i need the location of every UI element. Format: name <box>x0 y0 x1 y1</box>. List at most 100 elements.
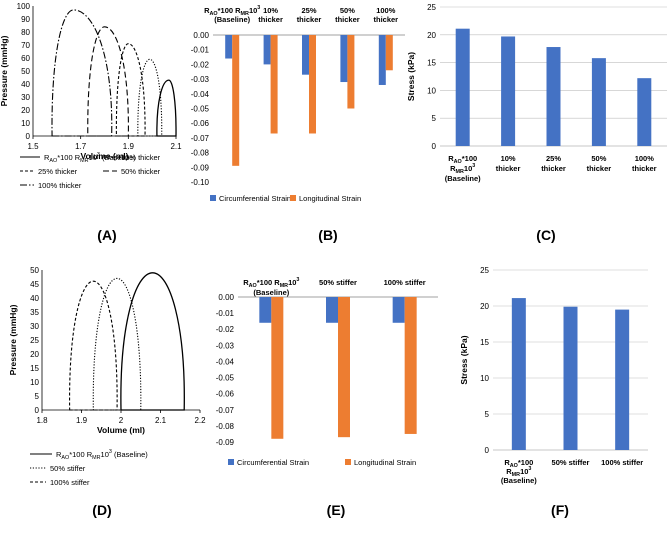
category-label-part: (Baseline) <box>214 15 250 24</box>
x-tick-label: 1.7 <box>75 142 87 151</box>
category-label: (Baseline) <box>501 476 537 485</box>
y-tick-label: 0 <box>35 406 40 415</box>
category-label-part: thicker <box>587 164 612 173</box>
y-tick-label: 0.00 <box>193 31 209 40</box>
y-axis-title: Stress (kPa) <box>459 335 469 384</box>
bar <box>271 297 284 439</box>
category-label: thicker <box>335 15 360 24</box>
y-tick-label: 50 <box>21 67 30 76</box>
y-tick-label: 35 <box>30 308 39 317</box>
y-tick-label: 0 <box>485 446 490 455</box>
category-label: (Baseline) <box>214 15 250 24</box>
y-tick-label: 30 <box>30 322 39 331</box>
category-label-part: AO <box>454 159 462 165</box>
y-tick-label: 20 <box>427 31 436 40</box>
category-label-part: R <box>448 154 454 163</box>
y-tick-label: 0.00 <box>218 293 234 302</box>
pv-loop <box>115 43 146 137</box>
legend-swatch <box>290 195 296 201</box>
y-tick-label: -0.02 <box>216 325 235 334</box>
category-label-part: 50% <box>340 6 355 15</box>
y-tick-label: -0.01 <box>216 309 235 318</box>
category-label: RMR103 <box>506 466 531 478</box>
x-tick-label: 1.9 <box>76 416 88 425</box>
legend-label: 100% stiffer <box>50 478 90 487</box>
category-label-part: 10 <box>288 278 296 287</box>
legend-label: RAO*100 RMR103 (Baseline) <box>56 449 148 461</box>
category-label-part: R <box>450 164 456 173</box>
category-label-part: AO <box>249 283 257 289</box>
y-tick-label: 20 <box>480 302 489 311</box>
y-tick-label: 10 <box>480 374 489 383</box>
y-tick-label: 15 <box>427 59 436 68</box>
y-tick-label: 0 <box>26 132 31 141</box>
category-label: 10% <box>263 6 278 15</box>
legend-swatch <box>210 195 216 201</box>
category-label: 10% <box>501 154 516 163</box>
pv-loop <box>69 280 118 411</box>
x-tick-label: 2.2 <box>194 416 206 425</box>
panel-c: 0510152025RAO*100RMR103(Baseline)10%thic… <box>406 3 667 243</box>
bar <box>263 35 271 65</box>
y-tick-label: -0.06 <box>191 119 210 128</box>
category-label-part: thicker <box>632 164 657 173</box>
y-tick-label: 20 <box>21 106 30 115</box>
category-label: RMR103 <box>450 163 475 175</box>
category-label-part: R <box>243 278 249 287</box>
category-label-part: *100 R <box>218 6 242 15</box>
bar <box>270 35 278 134</box>
y-tick-label: 5 <box>485 410 490 419</box>
category-label-part: MR <box>512 472 520 478</box>
category-label-part: (Baseline) <box>253 288 289 297</box>
legend-label: Longitudinal Strain <box>299 194 361 203</box>
category-label-part: thicker <box>297 15 322 24</box>
category-label-part: 100% <box>635 154 655 163</box>
category-label: 100% <box>376 6 396 15</box>
category-label: thicker <box>587 164 612 173</box>
legend-label-part: 10 <box>89 153 97 162</box>
category-label-part: 10 <box>249 6 257 15</box>
category-label: 100% stiffer <box>384 278 426 287</box>
legend-label-part: *100 R <box>57 153 81 162</box>
category-label-part: 10% <box>501 154 516 163</box>
category-label-part: (Baseline) <box>445 174 481 183</box>
panel-d: 0 5 10 15 20 25 30 35 40 45 50 1.8 1.9 2 2.1 2.2 Volume … <box>8 266 206 518</box>
y-tick-label: 100 <box>17 2 31 11</box>
category-label: thicker <box>297 15 322 24</box>
category-label-part: *100 <box>518 458 533 467</box>
legend-swatch <box>228 459 234 465</box>
y-tick-label: -0.04 <box>191 90 210 99</box>
legend-label-part: R <box>56 450 62 459</box>
y-tick-label: 80 <box>21 28 30 37</box>
y-tick-label: 5 <box>35 392 40 401</box>
y-tick-label: 5 <box>432 114 437 123</box>
category-label-part: 3 <box>296 277 299 283</box>
category-label-part: 10% <box>263 6 278 15</box>
pv-loop <box>87 26 129 137</box>
x-axis-title: Volume (ml) <box>97 425 145 435</box>
category-label-part: thicker <box>335 15 360 24</box>
category-label: 100% stiffer <box>601 458 643 467</box>
category-label-part: 3 <box>472 163 475 169</box>
category-label-part: MR <box>456 169 464 175</box>
bar <box>455 28 470 147</box>
y-tick-label: -0.09 <box>216 438 235 447</box>
category-label-part: R <box>204 6 210 15</box>
bar <box>404 297 417 434</box>
y-tick-label: -0.05 <box>191 105 210 114</box>
y-tick-label: 0 <box>432 142 437 151</box>
chart-b-plot: 0.00 -0.01 -0.02 -0.03 -0.04 -0.05 -0.06 -0.07 -… <box>191 5 405 203</box>
category-label: 50% stiffer <box>319 278 357 287</box>
y-axis-title: Stress (kPa) <box>406 52 416 101</box>
category-label-part: 10 <box>464 164 472 173</box>
category-label: RAO*100 <box>448 154 477 165</box>
legend-label-part: MR <box>92 455 100 461</box>
bar <box>225 35 233 59</box>
category-label: 50% <box>340 6 355 15</box>
pv-loop <box>51 9 113 137</box>
panel-b-label: (B) <box>318 227 337 243</box>
y-axis-title: Pressure (mmHg) <box>0 35 9 106</box>
category-label-part: thicker <box>496 164 521 173</box>
bar <box>326 297 338 323</box>
